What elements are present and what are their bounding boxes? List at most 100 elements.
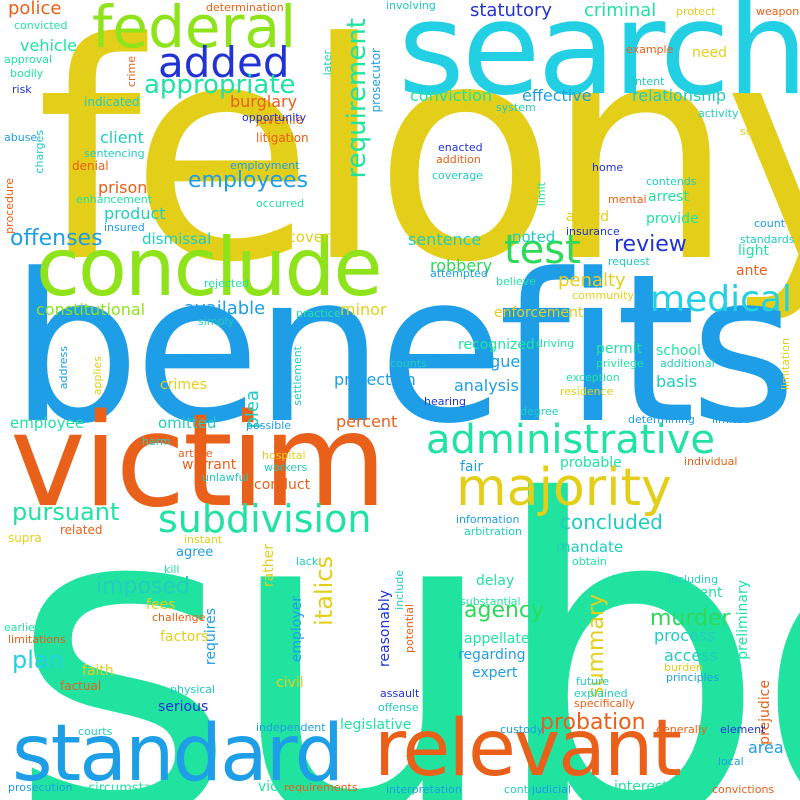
cloud-word: client xyxy=(100,128,144,147)
cloud-word: fees xyxy=(146,597,176,613)
cloud-word: omitted xyxy=(158,414,217,432)
cloud-word: hospital xyxy=(262,449,306,462)
cloud-word: agree xyxy=(176,545,214,560)
cloud-word: enforcement xyxy=(494,305,584,321)
cloud-word: article xyxy=(178,447,213,460)
cloud-word: discovery xyxy=(266,228,339,246)
cloud-word: contends xyxy=(646,175,697,188)
cloud-word: counts xyxy=(390,357,427,370)
cloud-word: probation xyxy=(540,710,646,735)
cloud-word: driving xyxy=(536,337,575,350)
cloud-word: benefits xyxy=(10,231,797,469)
cloud-word: unlawful xyxy=(202,471,249,484)
cloud-word: example xyxy=(626,43,674,56)
cloud-word: protection xyxy=(334,370,416,389)
cloud-word: mandate xyxy=(556,538,624,556)
cloud-word: relevant xyxy=(374,704,682,794)
cloud-word: arbitration xyxy=(464,525,522,538)
cloud-word: crimes xyxy=(160,377,207,393)
cloud-word: insured xyxy=(104,221,145,234)
cloud-word: addition xyxy=(436,153,481,166)
cloud-word: police xyxy=(8,0,62,19)
cloud-word: sentencing xyxy=(84,147,145,160)
cloud-word: available xyxy=(184,298,266,319)
cloud-word: test xyxy=(504,227,581,273)
cloud-word: substantial xyxy=(460,595,521,608)
cloud-word: victim xyxy=(10,387,387,536)
cloud-word: kill xyxy=(164,563,180,576)
cloud-word: supra xyxy=(8,531,42,545)
cloud-word: serious xyxy=(158,699,209,715)
cloud-word: independent xyxy=(256,721,326,734)
cloud-word: convictions xyxy=(712,783,775,796)
cloud-word: limitations xyxy=(8,633,66,646)
cloud-word: regarding xyxy=(458,647,526,663)
cloud-word: constitutional xyxy=(36,300,146,319)
cloud-word: felony xyxy=(36,0,800,328)
cloud-word: procedure xyxy=(3,178,16,234)
cloud-word: dismissal xyxy=(142,230,212,248)
cloud-word: enacted xyxy=(438,141,483,154)
cloud-word: federal xyxy=(92,0,297,61)
cloud-word: later xyxy=(321,50,334,76)
cloud-word: process xyxy=(654,626,716,645)
cloud-word: exception xyxy=(566,371,620,384)
cloud-word: employment xyxy=(230,159,300,172)
cloud-word: determination xyxy=(206,1,284,14)
cloud-word: future xyxy=(576,675,610,688)
cloud-word: ante xyxy=(736,263,768,279)
cloud-word: residence xyxy=(560,385,614,398)
cloud-word: requires xyxy=(203,608,219,666)
cloud-word: civil xyxy=(276,675,304,691)
cloud-word: murder xyxy=(650,606,731,631)
cloud-word: attempted xyxy=(430,267,488,280)
cloud-word: abuse xyxy=(4,131,38,144)
cloud-word: privilege xyxy=(596,357,644,370)
cloud-word: address xyxy=(57,346,70,390)
cloud-word: indicated xyxy=(84,95,140,109)
cloud-word: search xyxy=(398,0,800,124)
cloud-word: settlement xyxy=(291,346,304,406)
cloud-word: agency xyxy=(464,598,545,623)
cloud-word: burden xyxy=(664,661,704,674)
cloud-word: involving xyxy=(386,0,436,12)
cloud-word: courts xyxy=(78,725,113,738)
cloud-word: need xyxy=(692,45,727,61)
cloud-word: provide xyxy=(646,211,699,227)
cloud-word: rather xyxy=(261,544,277,588)
cloud-word: minor xyxy=(340,300,387,319)
cloud-word: school xyxy=(656,343,701,359)
cloud-word: individual xyxy=(684,455,738,468)
cloud-word: activity xyxy=(698,107,739,120)
cloud-word: access xyxy=(664,646,718,665)
cloud-word: effective xyxy=(522,86,592,105)
cloud-word: determining xyxy=(628,413,695,426)
cloud-word: approval xyxy=(4,53,53,66)
cloud-word: statutory xyxy=(470,0,553,21)
cloud-word: medical xyxy=(650,279,792,320)
cloud-word: obtain xyxy=(572,555,607,568)
cloud-word: harm xyxy=(142,435,171,448)
cloud-word: pursuant xyxy=(12,498,120,526)
cloud-word: subd xyxy=(8,409,800,800)
cloud-word: conclude xyxy=(36,221,383,314)
cloud-word: lack xyxy=(296,555,319,568)
cloud-word: appropriate xyxy=(144,70,296,100)
cloud-word: scope xyxy=(740,125,773,138)
cloud-word: permit xyxy=(596,341,643,357)
cloud-word: basis xyxy=(656,372,698,391)
cloud-word: appellate xyxy=(464,631,530,647)
cloud-word: custody xyxy=(500,723,544,736)
cloud-word: local xyxy=(718,755,744,768)
cloud-word: intent xyxy=(632,75,665,88)
cloud-word: percent xyxy=(336,412,398,431)
cloud-word: employer xyxy=(289,596,305,663)
cloud-word: hearing xyxy=(424,395,467,408)
cloud-word: area xyxy=(748,738,784,757)
cloud-word: factual xyxy=(60,679,102,693)
cloud-word: expert xyxy=(472,665,518,681)
cloud-word: limit xyxy=(535,182,548,207)
cloud-word: request xyxy=(608,255,650,268)
cloud-word: generally xyxy=(656,723,708,736)
cloud-word: recognized xyxy=(458,337,535,353)
